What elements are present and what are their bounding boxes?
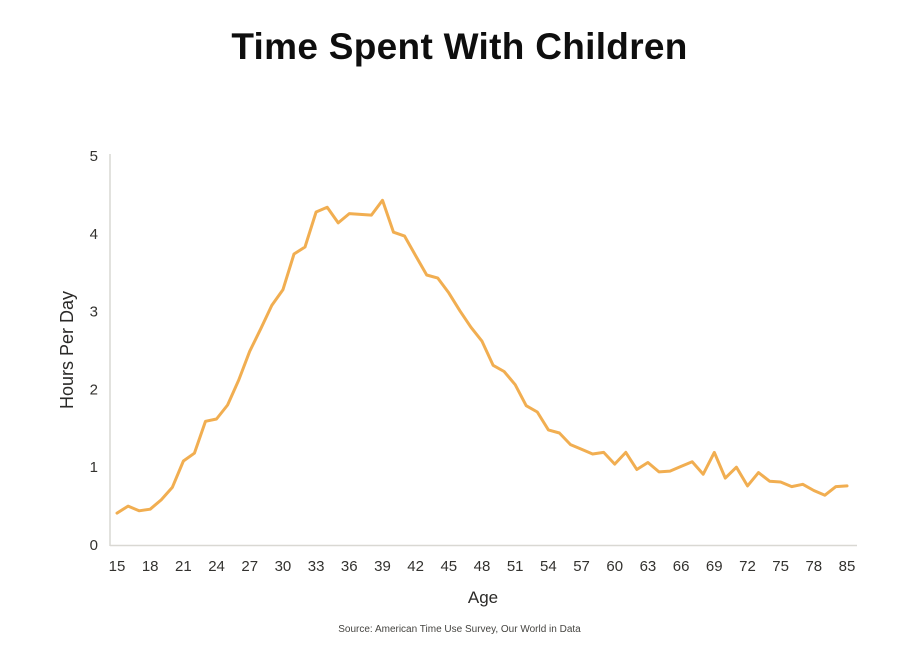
y-tick-label: 3 [90, 304, 98, 321]
x-tick-label: 51 [507, 558, 524, 575]
x-tick-label: 36 [341, 558, 358, 575]
data-line-series [115, 198, 849, 515]
x-tick-label: 21 [175, 558, 192, 575]
x-tick-label: 30 [275, 558, 292, 575]
x-tick-label: 78 [805, 558, 822, 575]
x-tick-label: 27 [241, 558, 258, 575]
x-tick-label: 69 [706, 558, 723, 575]
x-tick-label: 60 [606, 558, 623, 575]
x-tick-label: 75 [772, 558, 789, 575]
y-tick-label: 0 [90, 537, 98, 554]
x-tick-label: 54 [540, 558, 557, 575]
x-tick-label: 39 [374, 558, 391, 575]
chart-title: Time Spent With Children [231, 26, 688, 67]
x-tick-label: 48 [474, 558, 491, 575]
y-tick-label: 2 [90, 381, 98, 398]
x-tick-label: 42 [407, 558, 424, 575]
y-tick-label: 5 [90, 148, 98, 165]
y-tick-labels: 0 1 2 3 4 5 [90, 148, 98, 554]
x-tick-label: 15 [109, 558, 126, 575]
x-tick-labels: 15 18 21 24 27 30 33 36 39 42 45 48 51 54 57 60 63 66 69 72… [109, 558, 856, 575]
source-note: Source: American Time Use Survey, Our Wo… [338, 624, 581, 635]
x-tick-label: 33 [308, 558, 325, 575]
x-tick-label: 85 [839, 558, 856, 575]
x-tick-label: 18 [142, 558, 159, 575]
x-tick-label: 57 [573, 558, 590, 575]
x-tick-label: 63 [640, 558, 657, 575]
x-tick-label: 72 [739, 558, 756, 575]
x-tick-label: 45 [440, 558, 457, 575]
x-axis-title: Age [468, 588, 498, 607]
y-axis-title: Hours Per Day [57, 291, 77, 409]
x-tick-label: 24 [208, 558, 225, 575]
y-tick-label: 1 [90, 459, 98, 476]
x-tick-label: 66 [673, 558, 690, 575]
y-tick-label: 4 [90, 226, 98, 243]
